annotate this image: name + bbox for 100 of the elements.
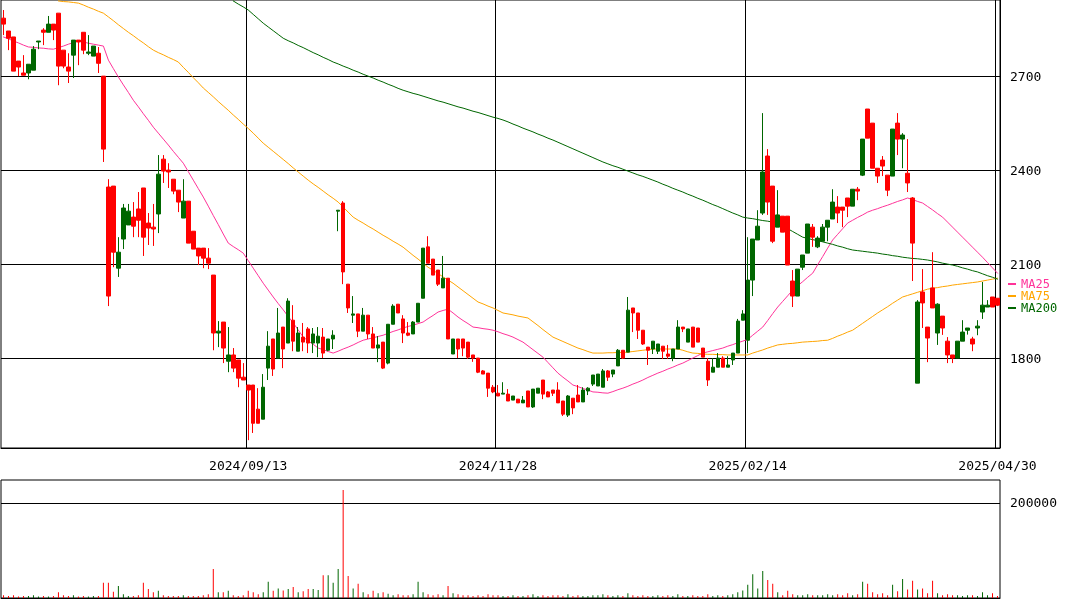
candlestick <box>246 384 251 441</box>
candlestick <box>616 348 620 367</box>
candlestick <box>775 189 780 228</box>
candlestick <box>860 138 865 177</box>
candlestick <box>181 178 186 219</box>
candlestick <box>850 188 855 207</box>
candlestick <box>396 303 400 314</box>
candlestick <box>915 299 920 384</box>
candlestick <box>506 388 510 402</box>
candlestick <box>830 188 835 220</box>
candlestick <box>96 46 101 74</box>
candlestick <box>221 321 226 364</box>
candlestick <box>920 268 925 329</box>
candlestick <box>346 283 350 314</box>
candlestick <box>790 269 795 308</box>
candlestick <box>626 296 630 353</box>
candlestick <box>800 254 805 271</box>
candlestick <box>36 40 41 50</box>
candlestick <box>975 319 980 336</box>
candlestick <box>281 326 285 369</box>
candlestick <box>706 357 710 387</box>
candlestick <box>266 330 270 381</box>
candlestick <box>526 390 530 408</box>
candlestick <box>511 395 515 401</box>
candlestick <box>910 196 915 282</box>
candlestick <box>336 209 340 232</box>
candlestick <box>726 355 730 368</box>
x-tick-label: 2024/11/28 <box>458 458 538 473</box>
legend-label: MA200 <box>1021 301 1058 315</box>
line-series <box>3 36 998 394</box>
candlestick <box>880 155 885 177</box>
candlestick <box>361 307 365 332</box>
y-tick-label: 200000 <box>1010 495 1057 511</box>
candlestick <box>621 349 625 360</box>
candlestick <box>211 274 216 351</box>
candlestick <box>226 326 231 373</box>
candlestick <box>970 336 975 352</box>
candlestick <box>611 369 615 378</box>
candlestick <box>606 369 610 382</box>
candlestick <box>885 174 890 197</box>
candlestick <box>701 347 705 358</box>
candlestick <box>805 223 810 254</box>
candlestick <box>686 328 690 343</box>
candlestick <box>101 75 106 163</box>
candlestick <box>341 200 345 285</box>
candlestick <box>381 341 385 370</box>
candlestick <box>276 307 280 359</box>
candlestick <box>855 186 860 201</box>
candlestick <box>935 302 940 346</box>
candlestick <box>1 9 6 36</box>
candlestick <box>446 277 450 340</box>
candlestick <box>905 138 910 193</box>
candlestick <box>441 255 445 289</box>
candlestick <box>376 335 380 363</box>
x-tick-label: 2024/09/13 <box>209 458 288 473</box>
candlestick <box>666 344 670 360</box>
candlestick <box>321 327 325 359</box>
candlestick <box>501 381 505 395</box>
candlestick <box>810 223 815 248</box>
candlestick <box>895 112 900 156</box>
candlestick <box>296 326 300 352</box>
y-tick-label: 2700 <box>1010 68 1042 84</box>
candlestick <box>286 297 290 344</box>
legend-label: MA75 <box>1021 289 1050 303</box>
candlestick <box>900 132 905 169</box>
candlestick <box>496 384 500 397</box>
candlestick <box>516 398 520 404</box>
candlestick <box>930 251 935 309</box>
candlestick <box>890 128 895 177</box>
candlestick <box>116 236 121 278</box>
candlestick <box>351 295 355 324</box>
candlestick <box>721 355 725 368</box>
candlestick <box>71 39 76 79</box>
candlestick <box>451 338 455 355</box>
candlestick <box>646 346 650 366</box>
y-tick-label: 2100 <box>1010 256 1042 272</box>
candlestick <box>421 247 425 299</box>
x-tick-label: 2025/02/14 <box>708 458 788 473</box>
candlestick <box>760 112 765 216</box>
candlestick <box>566 394 570 418</box>
candlestick <box>271 338 275 377</box>
candlestick <box>216 320 221 348</box>
candlestick <box>41 27 46 46</box>
y-tick-label: 2400 <box>1010 162 1042 178</box>
candlestick <box>795 268 800 297</box>
candlestick <box>965 327 970 336</box>
candlestick <box>261 373 265 420</box>
line-series <box>232 0 998 280</box>
candlestick <box>925 326 930 363</box>
candlestick <box>21 54 26 76</box>
y-tick-label: 1800 <box>1010 350 1042 366</box>
candlestick <box>356 313 360 338</box>
candlestick <box>681 326 685 333</box>
candlestick <box>46 15 51 33</box>
legend-label: MA25 <box>1021 277 1050 291</box>
candlestick <box>521 395 525 404</box>
x-tick-label: 2025/04/30 <box>958 458 1037 473</box>
candlestick <box>661 345 665 360</box>
candlestick <box>291 304 295 352</box>
candlestick <box>156 154 161 234</box>
